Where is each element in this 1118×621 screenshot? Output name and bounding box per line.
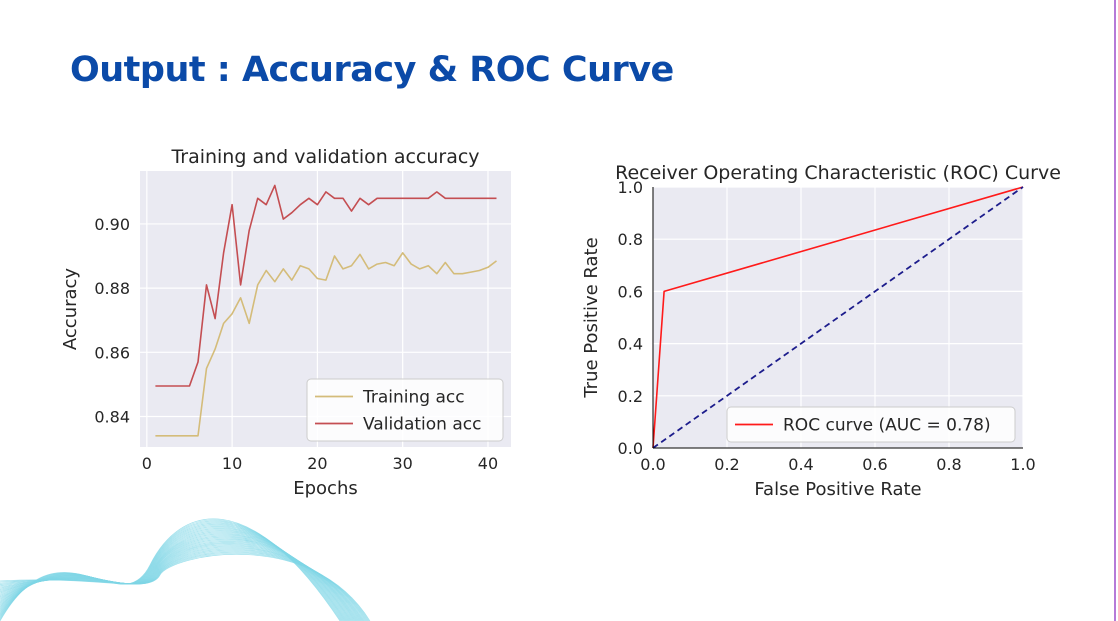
legend-label: Training acc <box>362 388 465 408</box>
y-tick-label: 0.0 <box>618 439 643 458</box>
wave-strand <box>0 546 364 621</box>
x-axis-label: False Positive Rate <box>754 479 921 500</box>
roc-chart: 0.0 0.2 0.4 0.6 0.8 1.00.00.20.40.60.81.0Rece… <box>581 162 1061 500</box>
wave-strand <box>0 519 342 621</box>
y-axis-label: True Positive Rate <box>581 237 602 398</box>
y-tick-label: 0.2 <box>618 387 643 406</box>
x-tick-label: 1.0 <box>1010 455 1035 474</box>
series-line-chance-diagonal <box>652 186 1024 449</box>
decorative-wave-graphic <box>0 518 371 621</box>
x-tick-label: 30 <box>393 454 413 473</box>
chart-title: Receiver Operating Characteristic (ROC) … <box>615 162 1061 184</box>
chart-title: Training and validation accuracy <box>170 146 479 168</box>
series-line-training-acc <box>155 252 497 437</box>
y-tick-label: 0.8 <box>618 230 643 249</box>
wave-strand <box>0 551 369 621</box>
x-tick-label: 0 <box>142 454 152 473</box>
y-tick-label: 0.90 <box>94 215 130 234</box>
x-tick-label: 0.2 <box>714 455 739 474</box>
y-tick-label: 1.0 <box>618 178 643 197</box>
x-tick-label: 0.4 <box>788 455 813 474</box>
wave-strand <box>0 518 341 621</box>
legend-box <box>306 378 504 442</box>
y-tick-label: 0.4 <box>618 335 643 354</box>
legend-label: Validation acc <box>363 415 481 435</box>
series-line-validation-acc <box>155 184 497 387</box>
y-tick-label: 0.88 <box>94 279 130 298</box>
x-tick-label: 10 <box>222 454 242 473</box>
series-line-roc-curve-auc-0-78 <box>652 186 1024 449</box>
wave-strand <box>0 552 370 621</box>
y-tick-label: 0.6 <box>618 282 643 301</box>
legend-label: ROC curve (AUC = 0.78) <box>783 416 991 436</box>
x-tick-label: 40 <box>478 454 498 473</box>
accuracy-chart: 0 10 20 30 40 0.84 0.86 0.88 0.90 Training and va… <box>60 146 511 499</box>
slide-edge-line <box>1114 0 1116 621</box>
x-tick-label: 0.6 <box>862 455 887 474</box>
x-tick-label: 0.8 <box>936 455 961 474</box>
y-tick-label: 0.86 <box>94 343 130 362</box>
slide-title: Output : Accuracy & ROC Curve <box>70 50 674 90</box>
x-tick-label: 20 <box>307 454 327 473</box>
x-tick-label: 0.0 <box>640 455 665 474</box>
x-axis-label: Epochs <box>293 478 358 499</box>
wave-strand <box>0 545 364 621</box>
y-axis-label: Accuracy <box>60 268 81 351</box>
legend-box <box>726 406 1016 443</box>
y-tick-label: 0.84 <box>94 408 130 427</box>
wave-strand <box>0 553 371 621</box>
